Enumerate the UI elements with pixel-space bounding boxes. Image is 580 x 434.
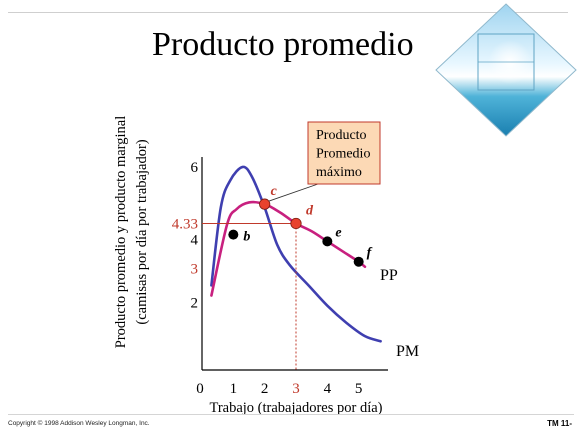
series-pp-line (210, 200, 367, 297)
y-tick-2: 2 (191, 295, 199, 311)
y-tick-4-33: 4.33 (172, 216, 198, 232)
footer-divider (8, 414, 574, 415)
series-pm-line (210, 165, 382, 343)
x-tick-4: 4 (324, 381, 332, 397)
chart-labels: b c d e f PP PM (243, 184, 419, 360)
callout-box: Producto Promedio máximo (268, 121, 381, 202)
y-tick-4: 4 (191, 233, 199, 249)
point-label-d: d (306, 203, 314, 218)
chart-curves (210, 165, 382, 343)
callout-line-3: máximo (316, 165, 362, 180)
callout-box-bg (307, 121, 381, 185)
callout-line-2: Promedio (316, 147, 370, 162)
point-f (353, 256, 364, 267)
chart-reference-lines (202, 222, 297, 370)
point-d (290, 217, 302, 230)
slide-number: TM 11- (547, 419, 572, 428)
point-c (259, 198, 271, 210)
callout-leader-line (268, 183, 319, 202)
y-tick-6: 6 (191, 160, 199, 176)
callout-line-1: Producto (316, 128, 367, 143)
x-tick-1: 1 (230, 381, 238, 397)
top-divider (8, 12, 568, 13)
chart-points (228, 198, 364, 267)
point-e (322, 236, 333, 247)
series-label-pp: PP (380, 267, 398, 284)
copyright-text: Copyright © 1998 Addison Wesley Longman,… (8, 420, 150, 427)
y-tick-3: 3 (191, 261, 199, 277)
x-tick-5: 5 (355, 381, 363, 397)
x-tick-3: 3 (292, 381, 300, 397)
x-tick-2: 2 (261, 381, 269, 397)
point-label-f: f (367, 246, 373, 261)
point-label-c: c (271, 184, 278, 199)
point-b (228, 229, 239, 240)
decorative-beach-image (435, 3, 577, 137)
x-axis-label: Trabajo (trabajadores por día) (209, 400, 382, 416)
slide-title: Producto promedio (152, 26, 414, 63)
point-label-e: e (335, 225, 341, 240)
chart-axes (201, 157, 388, 371)
y-axis-label: Producto promedio y producto marginal (113, 116, 129, 349)
x-tick-0: 0 (196, 381, 204, 397)
point-label-b: b (243, 230, 250, 245)
series-label-pm: PM (396, 343, 419, 360)
y-axis-label-2: (camisas por día por trabajador) (134, 139, 150, 324)
